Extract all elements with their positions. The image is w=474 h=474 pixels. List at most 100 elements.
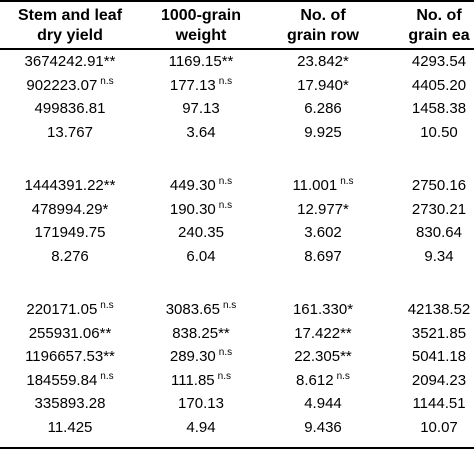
cell-value: 161.330 [292, 301, 348, 318]
table-cell: 1196657.53** [0, 348, 140, 366]
cell-value: 4293.54 [411, 53, 467, 70]
significance-mark: * [343, 76, 349, 94]
table-cell: 6.04 [140, 248, 262, 266]
table-cell: 902223.07 n.s [0, 75, 140, 97]
significance-mark: ** [99, 324, 112, 342]
table-cell: 838.25** [140, 325, 262, 343]
table-cell: 170.13 [140, 395, 262, 413]
table-cell: 1144.51 [384, 395, 474, 413]
cell-value: 13.767 [47, 123, 93, 141]
cell-value: 449.30 [169, 177, 216, 194]
cell-value: 12.977 [297, 200, 344, 218]
cell-value: 335893.28 [34, 395, 106, 412]
table-cell: 289.30 n.s [140, 347, 262, 368]
table-cell: 190.30 n.s [140, 199, 262, 221]
cell-value: 2094.23 [411, 371, 467, 389]
cell-value: 10.50 [420, 123, 458, 141]
table-cell: 184559.84 n.s [0, 371, 140, 392]
table-cell: 8.276 [0, 248, 140, 266]
table-cell: 42138.52 [384, 301, 474, 319]
significance-mark: ** [340, 324, 352, 342]
significance-mark: ** [103, 177, 116, 194]
cell-value: 3083.65 [165, 301, 220, 318]
cell-value: 830.64 [416, 224, 462, 241]
cell-value: 3.602 [304, 224, 342, 241]
cell-value: 255931.06 [28, 324, 100, 342]
significance-mark: n.s [336, 370, 350, 382]
table-cell: 1458.38 [384, 100, 474, 118]
cell-value: 478994.29 [31, 200, 103, 218]
significance-mark: n.s [218, 347, 233, 358]
cell-value: 17.940 [297, 76, 344, 94]
table-cell: 2094.23 [384, 372, 474, 390]
cell-value: 4.94 [186, 418, 216, 436]
cell-value: 23.842 [297, 53, 344, 70]
table-cell: 177.13 n.s [140, 76, 262, 97]
cell-value: 240.35 [178, 224, 224, 241]
cell-value: 10.07 [420, 418, 458, 436]
table-cell: 830.64 [384, 224, 474, 242]
significance-mark: n.s [218, 176, 233, 187]
cell-value: 5041.18 [411, 348, 467, 365]
col-header-line1: 1000-grain [160, 7, 242, 24]
table-cell: 255931.06** [0, 325, 140, 343]
cell-value: 1169.15 [168, 53, 222, 70]
table-cell: 22.305** [262, 348, 384, 366]
cell-value: 6.04 [186, 247, 216, 265]
table-cell: 220171.05 n.s [0, 300, 140, 321]
significance-mark: * [343, 200, 349, 218]
cell-value: 1458.38 [411, 100, 467, 117]
table-cell: 4405.20 [384, 77, 474, 95]
cell-value: 8.697 [304, 247, 342, 265]
table-cell: 3.64 [140, 124, 262, 142]
table-cell: 4293.54 [384, 53, 474, 71]
table-cell: 449.30 n.s [140, 176, 262, 197]
cell-value: 42138.52 [407, 301, 471, 318]
cell-value: 3521.85 [411, 324, 467, 342]
header-rule [0, 48, 474, 50]
table-cell: 3674242.91** [0, 53, 140, 71]
cell-value: 1196657.53 [25, 348, 104, 365]
col-header-line1: No. of [416, 7, 462, 24]
col-header-line2: grain ea [408, 27, 470, 44]
cell-value: 111.85 [171, 371, 215, 389]
significance-mark: ** [103, 53, 116, 70]
cell-value: 3.64 [186, 123, 216, 141]
significance-mark: n.s [218, 199, 233, 211]
table-cell: 111.85 n.s [140, 370, 262, 392]
col-header-line2: weight [175, 27, 227, 44]
significance-mark: ** [340, 348, 352, 365]
significance-mark: ** [218, 324, 230, 342]
cell-value: 17.422 [294, 324, 341, 342]
col-header-line2: dry yield [37, 27, 103, 44]
table-cell: 171949.75 [0, 224, 140, 242]
table-cell: 2750.16 [384, 177, 474, 195]
table-cell: 17.422** [262, 325, 384, 343]
cell-value: 499836.81 [34, 100, 106, 117]
significance-mark: * [102, 200, 109, 218]
table-cell: 335893.28 [0, 395, 140, 413]
table-cell: 11.001 n.s [262, 176, 384, 197]
table-bottom-rule [0, 447, 474, 449]
cell-value: 4405.20 [411, 76, 467, 94]
cell-value: 22.305 [294, 348, 341, 365]
table-cell: 9.436 [262, 419, 384, 437]
cell-value: 902223.07 [26, 76, 98, 94]
table-top-rule [0, 0, 474, 2]
table-cell: 1169.15** [140, 53, 262, 71]
table-cell: 3083.65 n.s [140, 300, 262, 321]
col-header-line2: grain row [286, 27, 359, 44]
col-header-1000-grain: 1000-grain weight [140, 6, 262, 46]
table-cell: 5041.18 [384, 348, 474, 366]
cell-value: 8.276 [51, 247, 89, 265]
cell-value: 2730.21 [411, 200, 467, 218]
significance-mark: n.s [217, 370, 231, 382]
table-cell: 8.697 [262, 248, 384, 266]
table-cell: 478994.29* [0, 201, 140, 219]
col-header-line1: Stem and leaf [17, 7, 123, 24]
cell-value: 1144.51 [412, 395, 466, 412]
col-header-grain-ear: No. of grain ea [384, 6, 474, 46]
significance-mark: n.s [100, 75, 114, 87]
table-cell: 10.50 [384, 124, 474, 142]
